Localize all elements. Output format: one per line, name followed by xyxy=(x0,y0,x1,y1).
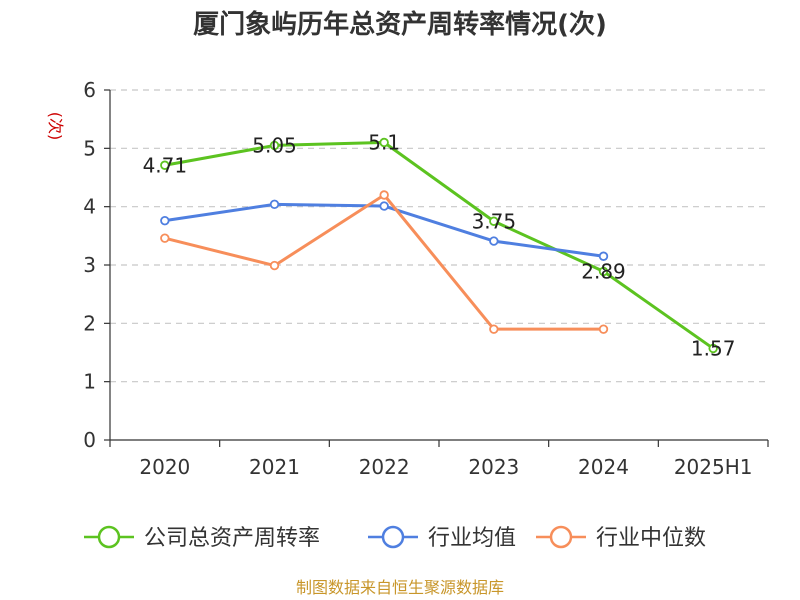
legend-marker-2 xyxy=(549,525,573,549)
series-0-point-0 xyxy=(160,160,170,170)
series-0-point-3 xyxy=(489,216,499,226)
series-1-point-4 xyxy=(598,251,609,261)
legend-marker-1 xyxy=(381,525,405,549)
y-axis-label: (次) xyxy=(46,112,65,141)
axis-layer: 0 1 2 3 4 5 6 2020 2021 2022 2023 2024 2025H1 xyxy=(83,78,769,479)
y-tick-label-6: 6 xyxy=(83,78,96,102)
series-line-0 xyxy=(164,141,715,350)
y-tick-label-1: 1 xyxy=(83,370,96,394)
grid-layer xyxy=(110,89,768,383)
x-tick-label-2024: 2024 xyxy=(578,455,629,479)
series-0-point-5 xyxy=(708,343,718,354)
data-label-0: 4.71 xyxy=(143,153,188,177)
legend-label-1: 行业均值 xyxy=(428,526,516,551)
series-line-2 xyxy=(164,193,604,331)
y-tick-label-3: 3 xyxy=(83,253,96,277)
data-label-5: 1.57 xyxy=(691,336,736,360)
series-0-point-4 xyxy=(598,266,609,277)
series-2-point-4 xyxy=(598,324,609,334)
series-2-point-1 xyxy=(269,260,280,271)
legend-label-0: 公司总资产周转率 xyxy=(144,526,320,551)
x-tick-label-2025H1: 2025H1 xyxy=(674,455,753,479)
data-label-2: 5.1 xyxy=(368,131,400,155)
data-label-layer: 4.71 5.05 5.1 3.75 2.89 1.57 xyxy=(143,131,736,361)
y-tick-label-0: 0 xyxy=(83,428,96,452)
series-line-1 xyxy=(164,202,604,258)
x-tick-label-2022: 2022 xyxy=(359,455,410,479)
series-1-point-2 xyxy=(379,201,389,211)
y-tick-label-4: 4 xyxy=(83,195,96,219)
x-tick-label-2021: 2021 xyxy=(249,455,300,479)
legend-label-2: 行业中位数 xyxy=(596,526,706,551)
series-2-point-2 xyxy=(379,190,389,200)
data-label-1: 5.05 xyxy=(252,133,297,157)
legend: 公司总资产周转率 行业均值 行业中位数 xyxy=(84,525,706,551)
legend-marker-0 xyxy=(97,525,121,549)
x-tick-label-2023: 2023 xyxy=(468,455,519,479)
y-tick-label-2: 2 xyxy=(83,311,96,335)
series-1-point-1 xyxy=(269,199,280,210)
chart-title: 厦门象屿历年总资产周转率情况(次) xyxy=(193,9,607,40)
y-tick-label-5: 5 xyxy=(83,136,96,160)
series-0-point-2 xyxy=(379,137,389,148)
data-label-3: 3.75 xyxy=(472,209,517,233)
series-2-point-0 xyxy=(160,233,170,243)
series-0-point-1 xyxy=(269,140,280,151)
series-1-point-3 xyxy=(489,236,499,246)
series-1-point-0 xyxy=(160,215,170,226)
series-layer xyxy=(160,137,718,354)
series-2-point-3 xyxy=(489,324,499,334)
source-note: 制图数据来自恒生聚源数据库 xyxy=(296,578,504,597)
data-label-4: 2.89 xyxy=(581,259,626,283)
x-tick-label-2020: 2020 xyxy=(139,455,190,479)
